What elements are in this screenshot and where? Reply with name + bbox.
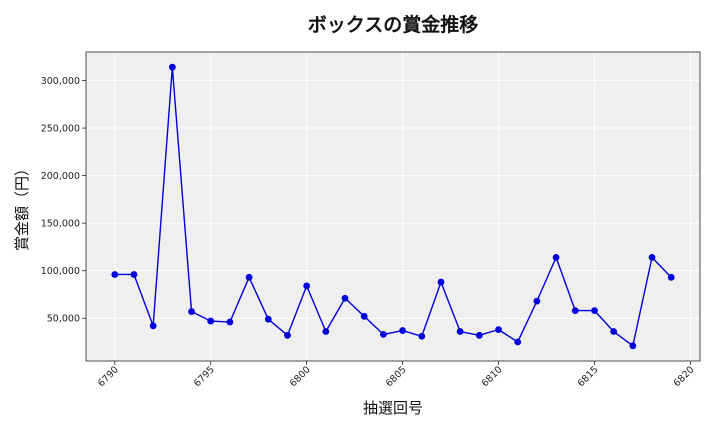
data-point <box>456 328 464 335</box>
y-tick-label: 50,000 <box>47 314 80 325</box>
data-point <box>245 273 253 281</box>
data-point <box>610 328 618 335</box>
data-point <box>111 271 119 278</box>
data-point <box>303 282 311 290</box>
data-point <box>533 297 541 305</box>
data-point <box>648 253 656 261</box>
y-tick-label: 100,000 <box>41 266 80 277</box>
data-point <box>341 294 349 302</box>
data-point <box>284 331 291 339</box>
data-point <box>495 326 502 334</box>
data-point <box>188 308 195 315</box>
data-point <box>514 338 522 346</box>
chart-title: ボックスの賞金推移 <box>308 13 478 36</box>
series-layer <box>111 63 675 350</box>
data-point <box>399 327 406 334</box>
plot-border <box>85 51 701 362</box>
data-point <box>418 332 426 340</box>
x-axis-label: 抽選回号 <box>363 399 423 417</box>
data-point <box>207 317 215 325</box>
data-point <box>322 328 330 335</box>
y-tick-label: 200,000 <box>41 171 80 182</box>
y-tick-label: 150,000 <box>41 219 80 230</box>
data-point <box>629 342 637 350</box>
data-point <box>226 318 234 326</box>
data-point <box>591 307 598 315</box>
y-tick-label: 250,000 <box>41 124 80 135</box>
data-point <box>130 271 138 278</box>
data-point <box>552 253 560 261</box>
data-point <box>168 63 176 71</box>
data-point <box>667 273 675 281</box>
data-point <box>475 331 483 339</box>
data-point <box>437 278 445 286</box>
data-point <box>571 307 579 315</box>
data-point <box>264 315 272 323</box>
data-point <box>360 312 368 320</box>
data-point <box>380 330 387 338</box>
y-tick-label: 300,000 <box>41 76 80 87</box>
data-point <box>149 322 157 330</box>
y-axis-label: 賞金額（円） <box>13 161 31 251</box>
plot-area <box>86 52 700 361</box>
